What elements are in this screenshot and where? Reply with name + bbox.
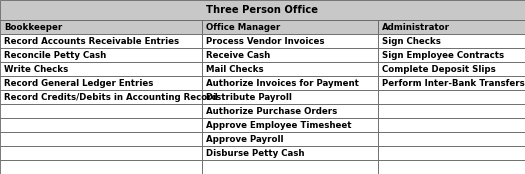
Text: Mail Checks: Mail Checks (206, 65, 264, 74)
FancyBboxPatch shape (202, 20, 378, 34)
Text: Disburse Petty Cash: Disburse Petty Cash (206, 149, 305, 157)
Text: Record Accounts Receivable Entries: Record Accounts Receivable Entries (4, 37, 180, 46)
FancyBboxPatch shape (202, 34, 378, 48)
FancyBboxPatch shape (378, 90, 525, 104)
Text: Sign Checks: Sign Checks (382, 37, 441, 46)
FancyBboxPatch shape (0, 90, 202, 104)
FancyBboxPatch shape (202, 104, 378, 118)
Text: Reconcile Petty Cash: Reconcile Petty Cash (4, 51, 107, 60)
FancyBboxPatch shape (378, 146, 525, 160)
FancyBboxPatch shape (0, 146, 202, 160)
FancyBboxPatch shape (378, 34, 525, 48)
Text: Authorize Purchase Orders: Authorize Purchase Orders (206, 107, 338, 116)
FancyBboxPatch shape (0, 132, 202, 146)
FancyBboxPatch shape (0, 160, 202, 174)
Text: Administrator: Administrator (382, 23, 450, 32)
Text: Bookkeeper: Bookkeeper (4, 23, 62, 32)
FancyBboxPatch shape (378, 48, 525, 62)
Text: Approve Employee Timesheet: Approve Employee Timesheet (206, 121, 352, 130)
Text: Distribute Payroll: Distribute Payroll (206, 93, 292, 102)
FancyBboxPatch shape (202, 146, 378, 160)
FancyBboxPatch shape (378, 132, 525, 146)
FancyBboxPatch shape (202, 62, 378, 76)
FancyBboxPatch shape (0, 104, 202, 118)
Text: Three Person Office: Three Person Office (206, 5, 319, 15)
FancyBboxPatch shape (202, 132, 378, 146)
Text: Record Credits/Debits in Accounting Record: Record Credits/Debits in Accounting Reco… (4, 93, 218, 102)
FancyBboxPatch shape (0, 34, 202, 48)
FancyBboxPatch shape (378, 118, 525, 132)
FancyBboxPatch shape (378, 62, 525, 76)
FancyBboxPatch shape (378, 104, 525, 118)
FancyBboxPatch shape (378, 76, 525, 90)
Text: Process Vendor Invoices: Process Vendor Invoices (206, 37, 325, 46)
Text: Office Manager: Office Manager (206, 23, 280, 32)
Text: Receive Cash: Receive Cash (206, 51, 270, 60)
FancyBboxPatch shape (202, 90, 378, 104)
FancyBboxPatch shape (0, 0, 525, 20)
Text: Approve Payroll: Approve Payroll (206, 135, 284, 144)
FancyBboxPatch shape (378, 160, 525, 174)
FancyBboxPatch shape (202, 118, 378, 132)
FancyBboxPatch shape (378, 20, 525, 34)
FancyBboxPatch shape (0, 118, 202, 132)
FancyBboxPatch shape (0, 62, 202, 76)
Text: Record General Ledger Entries: Record General Ledger Entries (4, 79, 154, 88)
Text: Sign Employee Contracts: Sign Employee Contracts (382, 51, 505, 60)
FancyBboxPatch shape (202, 76, 378, 90)
Text: Perform Inter-Bank Transfers: Perform Inter-Bank Transfers (382, 79, 525, 88)
Text: Write Checks: Write Checks (4, 65, 68, 74)
FancyBboxPatch shape (0, 48, 202, 62)
FancyBboxPatch shape (0, 20, 202, 34)
Text: Complete Deposit Slips: Complete Deposit Slips (382, 65, 496, 74)
Text: Authorize Invoices for Payment: Authorize Invoices for Payment (206, 79, 359, 88)
FancyBboxPatch shape (0, 76, 202, 90)
FancyBboxPatch shape (202, 48, 378, 62)
FancyBboxPatch shape (202, 160, 378, 174)
